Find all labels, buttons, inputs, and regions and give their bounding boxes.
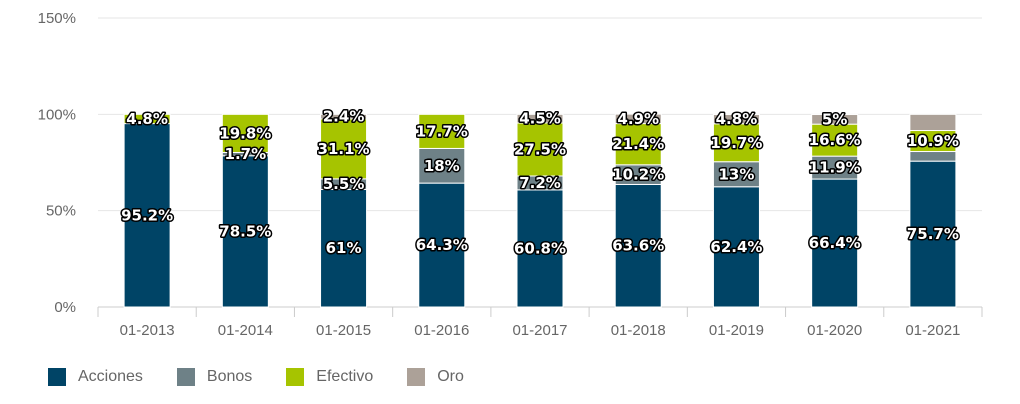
data-label: 1.7% (225, 145, 267, 163)
bar-segment (516, 113, 564, 124)
data-label: 18% (424, 157, 460, 175)
bar-segment (712, 186, 760, 308)
bar-segment (123, 113, 171, 125)
x-tick-label: 01-2019 (709, 322, 764, 339)
bar-segment (516, 189, 564, 308)
bar-segment (909, 160, 957, 308)
data-label: 31.1% (318, 140, 370, 158)
bar-segment (909, 151, 957, 162)
bar-segment (811, 178, 859, 308)
bar-segment (811, 114, 859, 125)
y-tick-label: 0% (54, 299, 76, 316)
x-tick-label: 01-2018 (611, 322, 666, 339)
bar-segment (221, 113, 269, 153)
legend: Acciones Bonos Efectivo Oro (48, 368, 498, 386)
bar-segment (418, 182, 466, 308)
legend-item[interactable]: Acciones (48, 368, 143, 386)
data-label: 19.8% (219, 124, 271, 142)
y-tick-label: 100% (38, 106, 76, 123)
data-label: 13% (718, 165, 754, 183)
data-label: 66.4% (809, 234, 861, 252)
data-label: 61% (326, 239, 362, 257)
data-label: 95.2% (121, 206, 173, 224)
bar-segment (712, 123, 760, 163)
x-tick-label: 01-2020 (807, 322, 862, 339)
bar-segment (614, 183, 662, 308)
bar-segment (320, 113, 368, 120)
x-tick-label: 01-2021 (905, 322, 960, 339)
bar-segment (221, 155, 269, 308)
legend-label: Efectivo (316, 368, 374, 385)
data-label: 10.2% (612, 166, 664, 184)
legend-item[interactable]: Oro (407, 368, 464, 386)
data-label: 4.9% (617, 110, 659, 128)
data-label: 62.4% (710, 238, 762, 256)
bar-segment (811, 123, 859, 157)
data-label: 17.7% (416, 122, 468, 140)
bar-segment (614, 113, 662, 125)
bar-segment (320, 118, 368, 180)
data-label: 19.7% (710, 134, 762, 152)
data-label: 11.9% (809, 159, 861, 177)
legend-label: Acciones (78, 368, 143, 385)
x-tick-label: 01-2015 (316, 322, 371, 339)
legend-swatch (48, 368, 66, 386)
bar-segment (909, 113, 957, 132)
legend-swatch (407, 368, 426, 386)
data-label: 5.5% (323, 175, 365, 193)
bar-segment (320, 188, 368, 308)
y-tick-label: 150% (38, 10, 76, 27)
legend-swatch (286, 368, 305, 386)
bar-segment (418, 147, 466, 184)
data-label: 4.5% (519, 110, 561, 128)
data-label: 2.4% (323, 108, 365, 126)
data-label: 60.8% (514, 239, 566, 257)
data-label: 78.5% (219, 222, 271, 240)
data-label: 21.4% (612, 135, 664, 153)
y-tick-label: 50% (46, 203, 76, 220)
data-label: 5% (822, 110, 847, 128)
legend-label: Oro (437, 368, 464, 385)
x-tick-label: 01-2016 (414, 322, 469, 339)
bar-segment (712, 161, 760, 188)
data-label: 10.9% (907, 132, 959, 150)
x-tick-label: 01-2017 (512, 322, 567, 339)
data-label: 4.8% (716, 110, 758, 128)
bar-segment (516, 122, 564, 177)
x-tick-label: 01-2014 (218, 322, 273, 339)
legend-label: Bonos (206, 368, 253, 385)
legend-swatch (176, 368, 195, 386)
data-label: 4.8% (126, 110, 168, 128)
bar-segment (418, 113, 466, 149)
bar-segment (123, 123, 171, 308)
data-label: 63.6% (612, 237, 664, 255)
x-tick-label: 01-2013 (120, 322, 175, 339)
bar-segment (712, 114, 760, 125)
data-label: 64.3% (416, 236, 468, 254)
data-label: 27.5% (514, 140, 566, 158)
data-label: 16.6% (809, 131, 861, 149)
data-label: 75.7% (907, 225, 959, 243)
legend-item[interactable]: Efectivo (286, 368, 373, 386)
data-label: 7.2% (519, 174, 561, 192)
legend-item[interactable]: Bonos (176, 368, 253, 386)
